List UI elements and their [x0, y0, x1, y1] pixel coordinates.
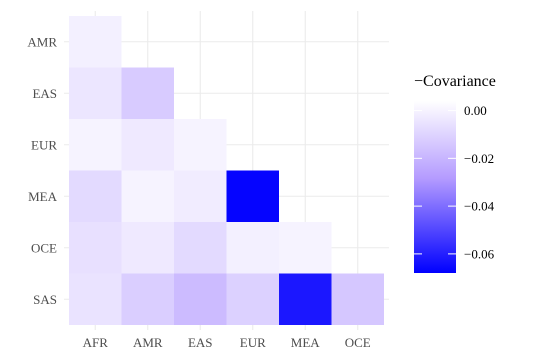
- x-axis-ticks: AFR AMR EAS EUR MEA OCE: [83, 335, 371, 350]
- cell-afr-eas: [69, 67, 122, 119]
- x-tick-label: EUR: [240, 335, 266, 350]
- y-tick-label: EAS: [32, 86, 57, 101]
- legend-tick-label: 0.00: [464, 103, 487, 118]
- cell-amr-eas: [121, 67, 174, 119]
- cell-eur-mea: [226, 170, 279, 222]
- legend-title: −Covariance: [414, 73, 496, 90]
- cell-afr-amr: [69, 16, 122, 68]
- cell-eas-oce: [174, 222, 227, 274]
- legend-color-bar: [414, 101, 456, 273]
- legend-tick-label: −0.06: [464, 246, 495, 261]
- x-tick-label: AFR: [83, 335, 109, 350]
- y-axis-ticks: AMR EAS EUR MEA OCE SAS: [27, 34, 57, 307]
- cell-amr-sas: [121, 273, 174, 325]
- cell-afr-oce: [69, 222, 122, 274]
- color-legend: −Covariance 0.00 −0.02 −0.04 −0.06: [414, 73, 496, 273]
- heatmap-cells: [69, 16, 384, 325]
- x-tick-label: EAS: [188, 335, 213, 350]
- cell-mea-oce: [279, 222, 332, 274]
- legend-tick-label: −0.02: [464, 151, 494, 166]
- y-tick-label: OCE: [31, 240, 57, 255]
- cell-oce-sas: [331, 273, 384, 325]
- cell-afr-sas: [69, 273, 122, 325]
- cell-eur-oce: [226, 222, 279, 274]
- y-tick-label: EUR: [31, 137, 57, 152]
- x-tick-label: OCE: [345, 335, 371, 350]
- cell-amr-eur: [121, 119, 174, 171]
- legend-ticks: 0.00 −0.02 −0.04 −0.06: [414, 103, 495, 261]
- cell-amr-mea: [121, 170, 174, 222]
- cell-eas-mea: [174, 170, 227, 222]
- cell-eas-sas: [174, 273, 227, 325]
- cell-amr-oce: [121, 222, 174, 274]
- y-tick-label: MEA: [28, 189, 58, 204]
- cell-eas-eur: [174, 119, 227, 171]
- y-tick-label: SAS: [33, 292, 57, 307]
- y-tick-label: AMR: [27, 34, 57, 49]
- x-tick-label: AMR: [133, 335, 163, 350]
- legend-tick-label: −0.04: [464, 199, 495, 214]
- cell-afr-eur: [69, 119, 122, 171]
- cell-afr-mea: [69, 170, 122, 222]
- x-tick-label: MEA: [291, 335, 321, 350]
- cell-eur-sas: [226, 273, 279, 325]
- cell-mea-sas: [279, 273, 332, 325]
